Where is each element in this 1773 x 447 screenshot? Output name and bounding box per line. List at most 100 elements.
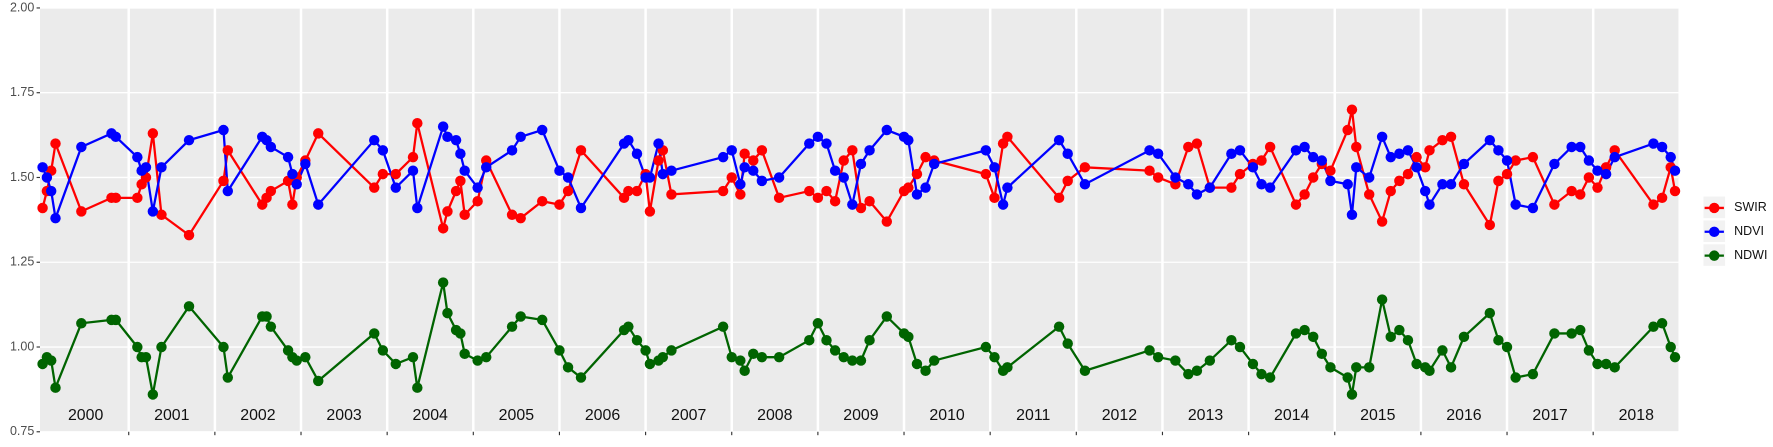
point [76, 206, 87, 217]
point [1510, 199, 1521, 210]
point [1583, 155, 1595, 166]
point [1437, 179, 1448, 190]
point [222, 185, 234, 197]
point [1385, 185, 1396, 197]
point [369, 134, 380, 146]
point [1325, 165, 1336, 176]
point [1376, 294, 1388, 305]
point [45, 355, 57, 366]
point [847, 145, 858, 156]
point [369, 182, 380, 193]
point [1351, 162, 1362, 173]
point [1234, 341, 1246, 353]
point [1424, 145, 1435, 156]
point [300, 158, 311, 170]
point [1247, 162, 1259, 173]
point [756, 145, 768, 156]
point [1053, 192, 1065, 204]
point [1424, 365, 1435, 376]
point [183, 134, 195, 146]
point [1316, 155, 1328, 166]
year-label: 2014 [1274, 407, 1310, 424]
point [1152, 148, 1164, 159]
point [390, 358, 401, 370]
point [838, 155, 849, 166]
point [657, 351, 669, 363]
point [1053, 134, 1065, 146]
point [726, 351, 737, 363]
point [390, 182, 401, 193]
point [804, 138, 815, 149]
point [1600, 358, 1612, 370]
point [1342, 372, 1353, 383]
point [1144, 145, 1155, 156]
point [1609, 151, 1620, 163]
year-label: 2004 [413, 407, 449, 424]
point [1342, 124, 1353, 136]
point [829, 195, 841, 207]
point [1346, 104, 1358, 115]
point [623, 134, 634, 146]
point [45, 185, 57, 197]
point [1290, 145, 1302, 156]
point [1592, 165, 1603, 176]
point [1325, 175, 1336, 187]
year-label: 2017 [1532, 407, 1568, 424]
point [300, 351, 311, 363]
point [1191, 365, 1203, 376]
point [903, 331, 914, 343]
year-label: 2018 [1619, 407, 1655, 424]
point [313, 128, 324, 139]
year-label: 2002 [240, 407, 276, 424]
point [1549, 158, 1560, 170]
point [1079, 179, 1091, 190]
point [920, 182, 931, 193]
point [1592, 358, 1603, 370]
year-label: 2015 [1360, 407, 1396, 424]
point [855, 158, 867, 170]
point [1445, 131, 1457, 143]
point [1191, 138, 1203, 149]
point [1669, 185, 1681, 197]
point [1264, 182, 1276, 193]
point [1183, 179, 1194, 190]
point [812, 192, 824, 204]
point [644, 206, 656, 217]
point [1609, 362, 1620, 373]
point [442, 131, 453, 143]
point [412, 382, 423, 393]
point [1501, 168, 1513, 180]
point [1484, 219, 1496, 231]
point [536, 195, 548, 207]
point [50, 382, 61, 393]
point [881, 311, 893, 322]
point [390, 168, 401, 180]
point [554, 165, 565, 176]
point [773, 172, 785, 183]
point [1264, 372, 1276, 383]
point [748, 348, 759, 360]
point [265, 185, 277, 197]
point [1566, 141, 1577, 153]
point [1247, 358, 1259, 370]
year-label: 2009 [843, 407, 879, 424]
point [1583, 345, 1595, 356]
point [261, 311, 272, 322]
point [313, 199, 324, 210]
point [1256, 155, 1267, 166]
point [455, 175, 466, 187]
point [287, 168, 298, 180]
year-label: 2016 [1446, 407, 1482, 424]
point [1527, 151, 1539, 163]
point [838, 351, 849, 363]
point [183, 301, 195, 312]
point [1079, 365, 1091, 376]
y-tick-label: 2.00 [10, 0, 34, 14]
point [980, 341, 992, 353]
point [1144, 345, 1155, 356]
point [1419, 185, 1431, 197]
point [1234, 145, 1246, 156]
point [442, 206, 453, 217]
point [455, 328, 466, 339]
point [1002, 362, 1013, 373]
